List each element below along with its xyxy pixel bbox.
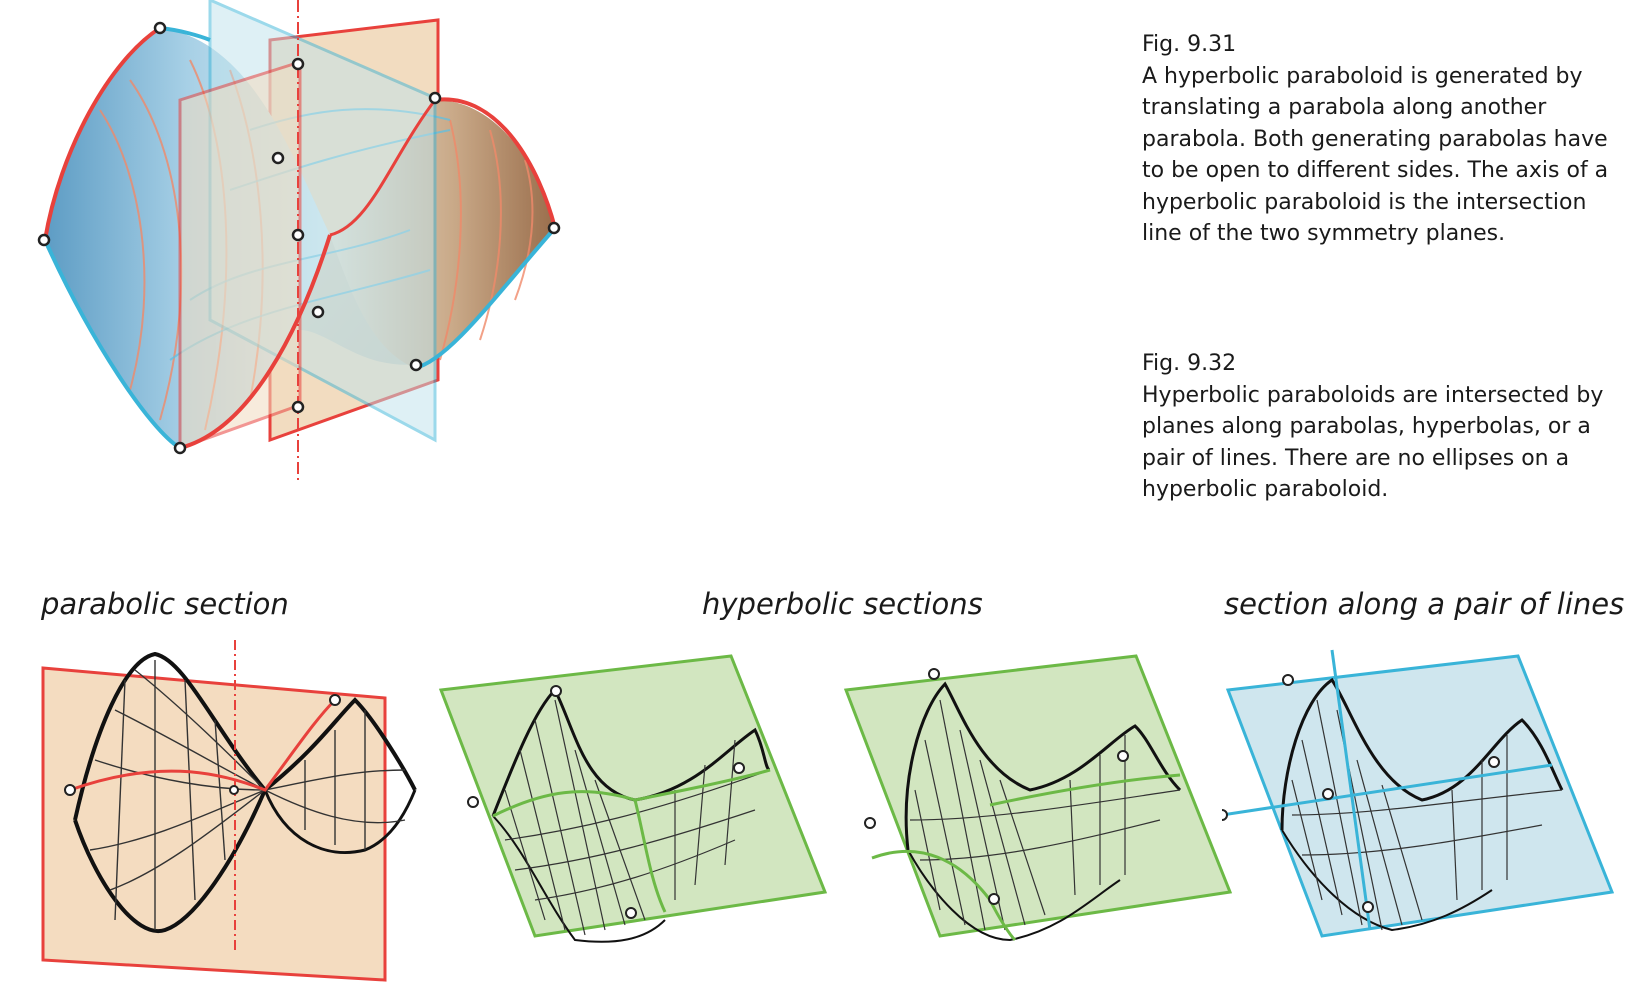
parabolic-section-diagram xyxy=(41,640,417,982)
vertex-points xyxy=(37,21,561,455)
figure-9-32-caption: Fig. 9.32 Hyperbolic paraboloids are int… xyxy=(1142,348,1622,506)
hyperbolic-sections-title: hyperbolic sections xyxy=(702,587,983,621)
red-symmetry-plane-front xyxy=(178,59,302,451)
hyperbolic-paraboloid-figure xyxy=(37,0,561,480)
hyperbolic-section-diagram-1 xyxy=(438,654,828,943)
parabolic-section-title: parabolic section xyxy=(41,587,289,621)
surface-mesh xyxy=(504,699,771,936)
lines-section-title: section along a pair of lines xyxy=(1224,587,1625,621)
surface-mesh xyxy=(1291,699,1563,931)
hyperbolic-section-diagram-2 xyxy=(843,654,1233,942)
figure-9-31-caption: Fig. 9.31 A hyperbolic paraboloid is gen… xyxy=(1142,29,1622,250)
figure-description: A hyperbolic paraboloid is generated by … xyxy=(1142,63,1609,247)
surface-mesh xyxy=(89,660,406,930)
figure-number: Fig. 9.32 xyxy=(1142,351,1237,376)
figure-number: Fig. 9.31 xyxy=(1142,32,1237,57)
pair-of-lines-section-diagram xyxy=(1222,649,1615,938)
figure-description: Hyperbolic paraboloids are intersected b… xyxy=(1142,382,1604,503)
